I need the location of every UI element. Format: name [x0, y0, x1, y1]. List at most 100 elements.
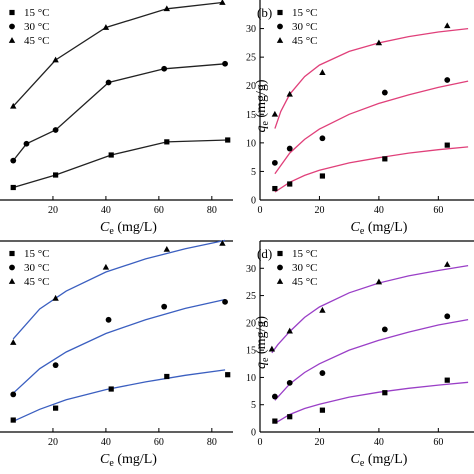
x-axis-label: Ce (mg/L) — [351, 220, 408, 237]
data-point — [102, 24, 110, 30]
fit-line — [13, 139, 228, 189]
data-point — [272, 185, 278, 192]
data-point — [286, 327, 293, 334]
x-tick-label: 20 — [314, 205, 324, 216]
data-point — [319, 306, 326, 313]
series-1 — [272, 142, 469, 193]
panel-1: 20 40 60 80 Ce (mg/L) 15 °C 30 °C 45 °C — [0, 0, 233, 237]
data-point — [271, 110, 279, 117]
data-point — [444, 377, 450, 383]
legend-marker — [9, 250, 15, 257]
series-1 — [272, 377, 469, 424]
fit-line — [12, 369, 226, 422]
x-tick-label: 0 — [258, 437, 263, 448]
y-tick-label: 15 — [246, 346, 256, 357]
data-point — [105, 316, 112, 323]
series-3 — [10, 239, 226, 345]
data-point — [319, 69, 326, 75]
data-point — [219, 0, 226, 5]
x-tick-label: 60 — [154, 205, 164, 216]
y-tick-label: 0 — [251, 428, 256, 439]
data-point — [319, 370, 326, 376]
y-tick-label: 25 — [246, 53, 256, 64]
x-tick-label: 0 — [258, 205, 263, 216]
data-point — [286, 145, 293, 152]
x-tick-label: 20 — [48, 205, 58, 216]
data-point — [52, 362, 59, 369]
data-point — [163, 245, 171, 252]
legend: 15 °C 30 °C 45 °C — [276, 248, 318, 288]
legend: 15 °C 30 °C 45 °C — [8, 248, 50, 288]
data-point — [287, 181, 293, 187]
legend: 15 °C 30 °C 45 °C — [8, 7, 50, 47]
data-point — [287, 414, 293, 420]
data-point — [382, 390, 388, 396]
x-tick-label: 40 — [101, 437, 111, 448]
legend-label: 30 °C — [24, 262, 50, 274]
data-point — [375, 278, 383, 285]
legend-label: 15 °C — [24, 7, 50, 19]
legend-marker — [276, 278, 284, 284]
legend: 15 °C 30 °C 45 °C — [276, 7, 318, 47]
data-point — [105, 79, 112, 86]
fit-line — [274, 27, 469, 129]
x-axis-label: Ce (mg/L) — [351, 452, 408, 469]
data-point — [102, 263, 110, 270]
data-point — [10, 102, 17, 109]
x-tick-label: 60 — [433, 437, 443, 448]
legend-label: 30 °C — [292, 262, 318, 274]
legend-label: 15 °C — [24, 248, 50, 260]
legend-marker — [8, 278, 16, 284]
data-point — [219, 239, 226, 246]
x-tick-label: 20 — [314, 437, 324, 448]
legend-label: 45 °C — [292, 276, 318, 288]
legend-label: 15 °C — [292, 7, 318, 19]
legend-marker — [9, 264, 15, 271]
legend-label: 45 °C — [24, 35, 50, 47]
series-3 — [10, 0, 226, 109]
series-2 — [271, 77, 469, 175]
legend-marker — [277, 23, 283, 30]
legend-label: 30 °C — [292, 21, 318, 33]
data-point — [286, 379, 293, 386]
series-2 — [10, 60, 228, 164]
legend-marker — [277, 250, 283, 257]
data-point — [23, 140, 30, 147]
y-tick-label: 0 — [251, 196, 256, 207]
y-axis-label: qe (mg/g) — [254, 316, 271, 369]
data-point — [381, 89, 388, 96]
data-point — [108, 386, 114, 392]
data-point — [271, 159, 278, 166]
data-point — [164, 139, 170, 145]
data-point — [444, 142, 450, 148]
data-point — [444, 77, 451, 83]
legend-marker — [276, 37, 284, 43]
panel-2: 0 20 40 60 0 5 10 15 20 25 30 Ce (mg/L) qe (mg/g) (b)… — [246, 0, 474, 237]
data-point — [161, 303, 168, 310]
y-tick-label: 30 — [246, 264, 256, 275]
fit-line — [271, 264, 469, 354]
data-point — [444, 22, 451, 29]
legend-label: 45 °C — [292, 35, 318, 47]
fit-line — [12, 298, 226, 394]
data-point — [10, 417, 16, 423]
data-point — [375, 39, 383, 46]
data-point — [382, 156, 388, 162]
x-tick-label: 60 — [433, 205, 443, 216]
data-point — [164, 373, 170, 380]
y-tick-label: 30 — [246, 24, 256, 35]
legend-label: 30 °C — [24, 21, 50, 33]
panel-4: 0 20 40 60 0 5 10 15 20 25 30 Ce (mg/L) qe (mg/g) (d)… — [246, 240, 474, 469]
data-point — [53, 405, 59, 411]
y-tick-label: 5 — [251, 400, 256, 411]
x-tick-label: 40 — [101, 205, 111, 216]
x-tick-label: 40 — [374, 437, 384, 448]
fit-line — [274, 381, 469, 424]
legend-marker — [8, 37, 16, 43]
data-point — [444, 313, 451, 320]
data-point — [222, 60, 228, 67]
data-point — [52, 56, 59, 63]
data-point — [10, 184, 16, 191]
data-point — [52, 294, 59, 301]
